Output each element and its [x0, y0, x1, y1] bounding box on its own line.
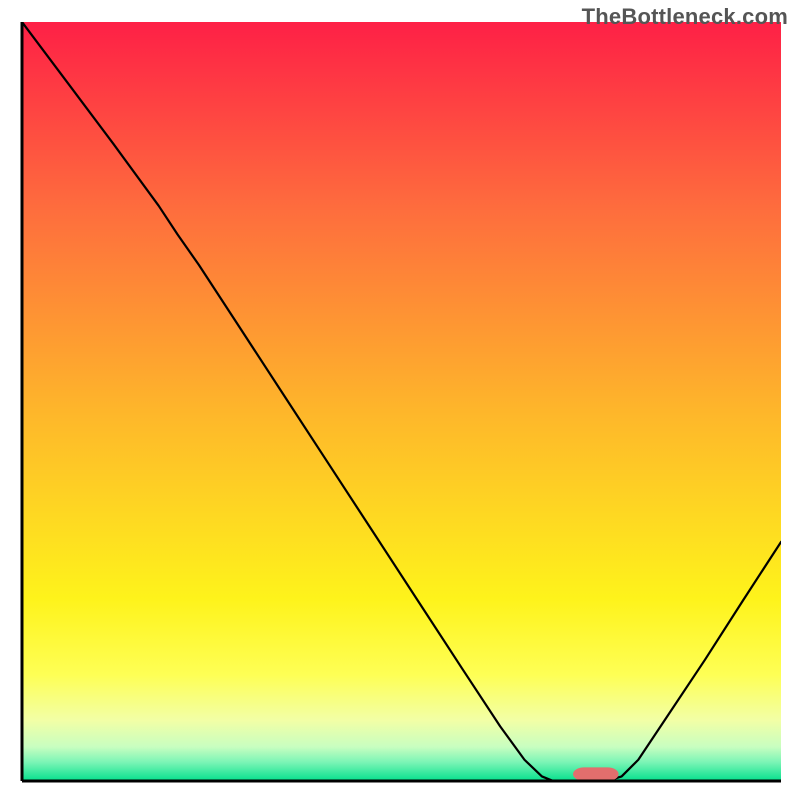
- bottleneck-chart: TheBottleneck.com: [0, 0, 800, 800]
- watermark-text: TheBottleneck.com: [582, 4, 788, 30]
- gradient-background: [22, 22, 781, 781]
- chart-svg: [0, 0, 800, 800]
- optimal-range-marker: [573, 767, 619, 781]
